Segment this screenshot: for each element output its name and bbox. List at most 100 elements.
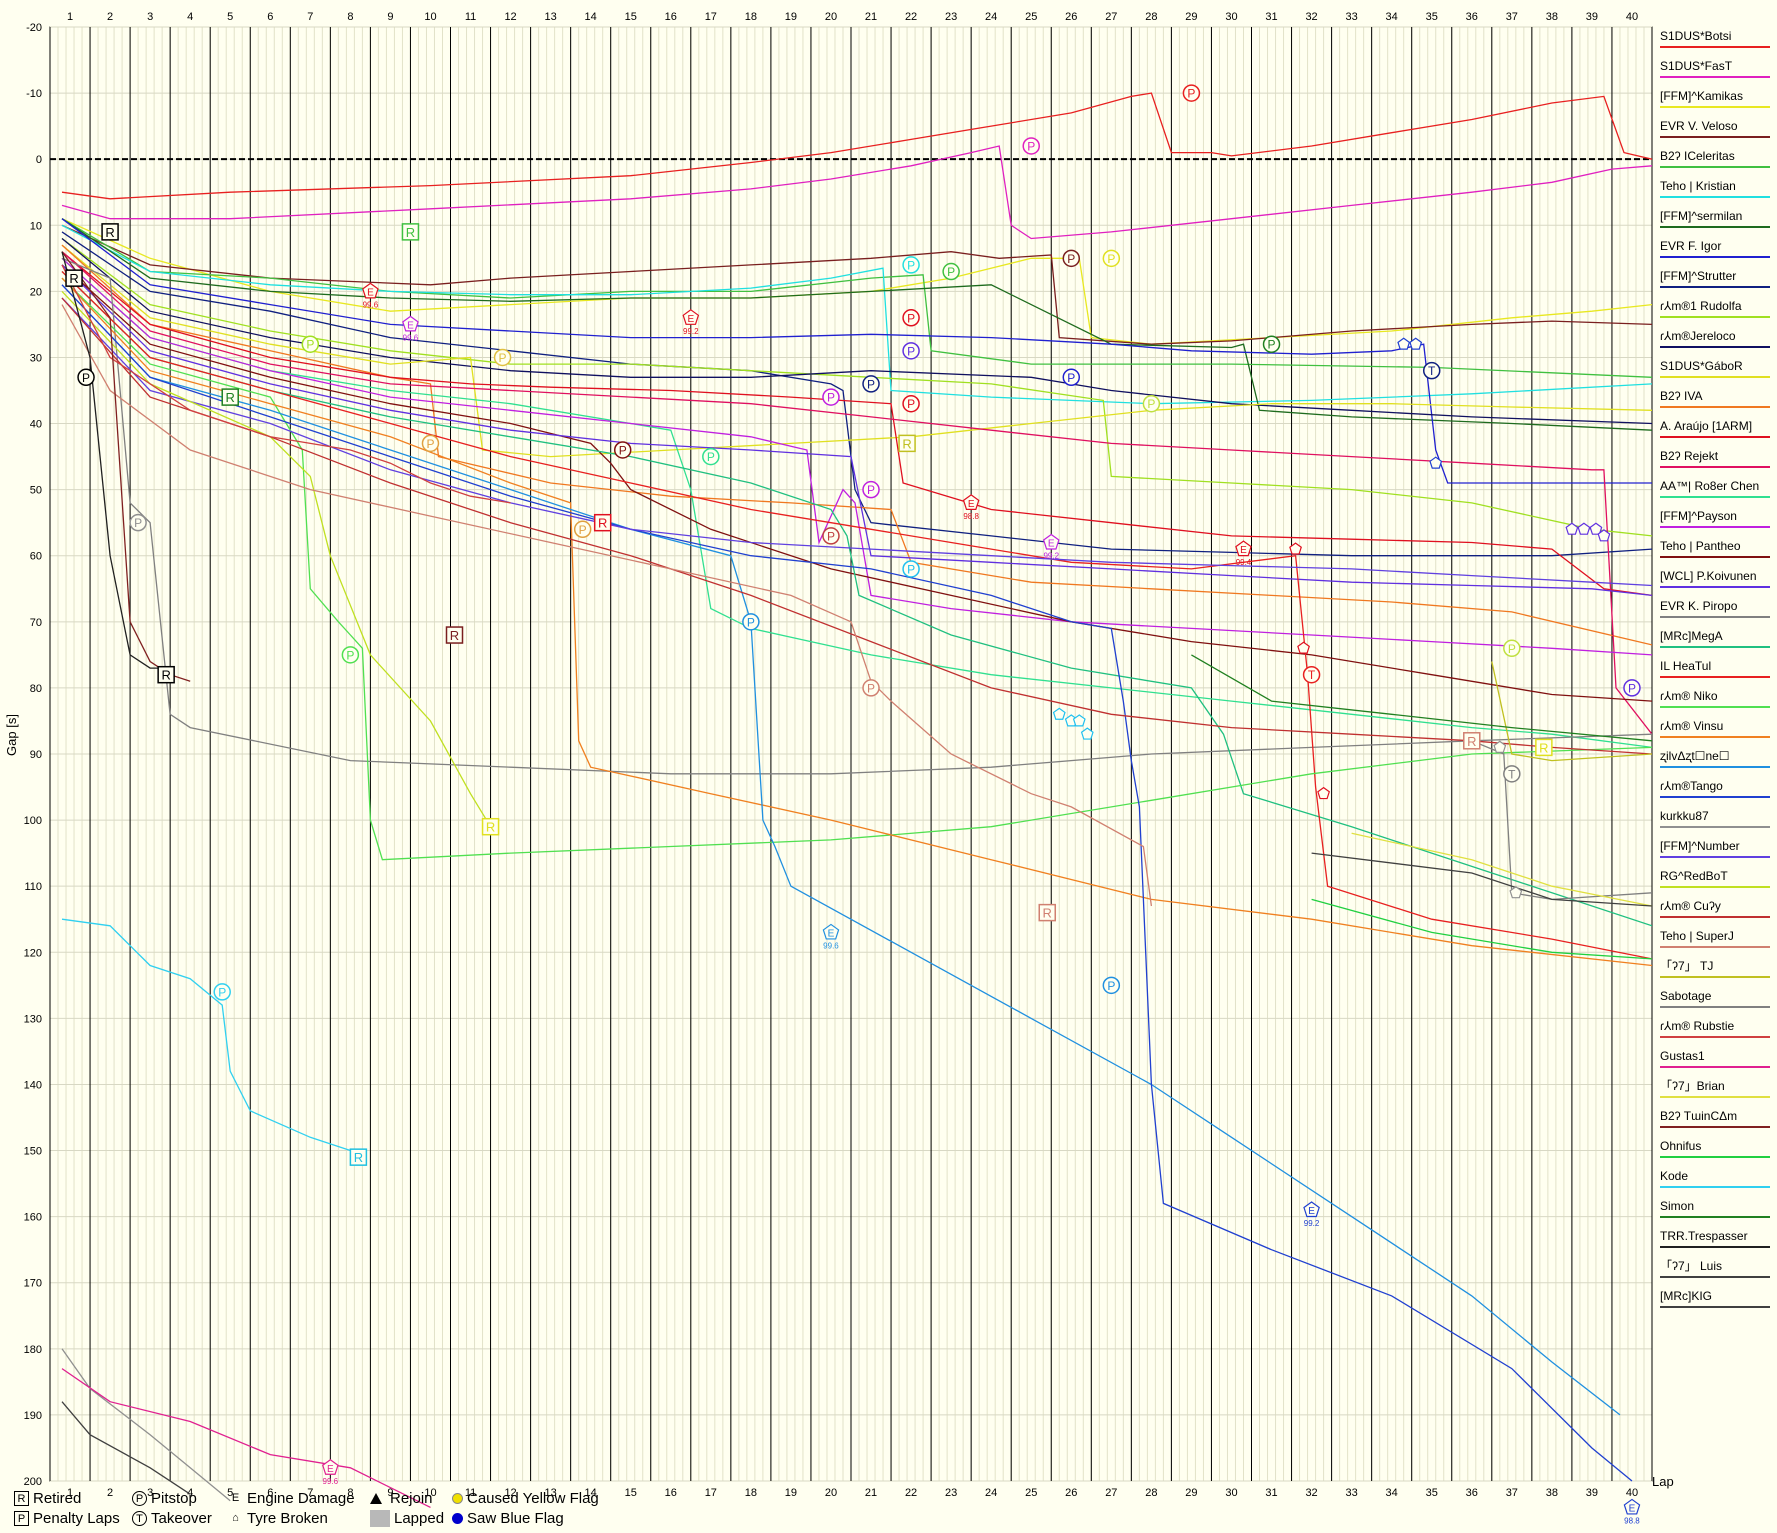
series-line xyxy=(61,257,1652,656)
engine-pentagon xyxy=(682,309,700,325)
legend-label: Kode xyxy=(1660,1169,1688,1183)
tyre-pentagon xyxy=(1577,522,1591,535)
pitstop-marker: P xyxy=(902,256,920,274)
x-tick-label-top: 26 xyxy=(1065,11,1077,23)
pitstop-circle xyxy=(1062,249,1081,268)
legend-symbol-icon: P xyxy=(132,1491,147,1506)
pitstop-marker: P xyxy=(822,527,840,545)
legend-label: 「ʔ7」 TJ xyxy=(1660,959,1713,973)
x-tick-label: 36 xyxy=(1466,1487,1478,1499)
x-tick-label-top: 20 xyxy=(825,11,837,23)
legend-label: [FFM]^Number xyxy=(1660,839,1740,853)
engine-pct: 99.2 xyxy=(1043,552,1059,561)
engine-pentagon xyxy=(822,923,840,940)
pitstop-circle xyxy=(742,613,760,631)
series-line xyxy=(61,271,1652,927)
symbol-legend-item: P Pitstop xyxy=(132,1490,197,1507)
series-line xyxy=(1191,654,1652,742)
pitstop-letter: P xyxy=(426,437,434,451)
takeover-letter: T xyxy=(1508,767,1516,781)
engine-marker: E 98.8 xyxy=(962,494,979,521)
legend-symbol-icon: T xyxy=(132,1511,147,1526)
retired-marker: R xyxy=(101,223,119,241)
legend-label: EVR F. Igor xyxy=(1660,239,1721,253)
tyre-marker xyxy=(1052,707,1066,720)
y-tick-label: 180 xyxy=(24,1344,42,1356)
retired-marker: R xyxy=(157,665,175,684)
y-tick-label: 90 xyxy=(30,749,42,761)
legend-label: 「ʔ7」Brian xyxy=(1660,1079,1725,1093)
x-tick-label: 9 xyxy=(387,1487,393,1499)
tyre-marker xyxy=(1589,522,1603,535)
pitstop-circle xyxy=(77,368,95,387)
pitstop-circle xyxy=(1102,249,1121,268)
retired-marker: R xyxy=(445,626,464,644)
pitstop-circle xyxy=(493,348,512,367)
x-tick-label-top: 29 xyxy=(1185,11,1197,23)
pitstop-marker: P xyxy=(77,368,95,387)
tyre-pentagon xyxy=(1409,337,1423,350)
pitstop-letter: P xyxy=(1187,87,1195,101)
series-line xyxy=(61,251,1652,735)
retired-letter: R xyxy=(486,820,495,835)
series-line xyxy=(61,218,1652,345)
x-tick-label-top: 21 xyxy=(865,11,877,23)
series-line xyxy=(61,264,1652,597)
legend-label: IL HeaTul xyxy=(1660,659,1711,673)
x-tick-label-top: 4 xyxy=(187,11,193,23)
pitstop-letter: P xyxy=(867,377,875,391)
legend-label: [FFM]^Kamikas xyxy=(1660,89,1743,103)
engine-pct: 99.6 xyxy=(363,300,379,309)
x-tick-label: 29 xyxy=(1185,1487,1197,1499)
legend-symbol-label: Lapped xyxy=(394,1510,445,1527)
legend-label: Sabotage xyxy=(1660,989,1712,1003)
takeover-marker: T xyxy=(1503,765,1521,783)
pitstop-circle xyxy=(1503,639,1521,658)
pitstop-letter: P xyxy=(499,351,507,365)
pitstop-marker: P xyxy=(573,520,592,539)
x-tick-label-top: 23 xyxy=(945,11,957,23)
engine-letter: E xyxy=(1308,1206,1315,1217)
y-tick-label: 10 xyxy=(30,220,42,232)
pitstop-marker: P xyxy=(613,441,632,459)
x-tick-label: 38 xyxy=(1546,1487,1558,1499)
symbol-legend-item: P Penalty Laps xyxy=(14,1510,120,1527)
y-tick-label: 160 xyxy=(24,1212,42,1224)
x-tick-label: 24 xyxy=(985,1487,997,1499)
x-tick-label: 4 xyxy=(187,1487,193,1499)
x-tick-label: 28 xyxy=(1145,1487,1157,1499)
pitstop-marker: P xyxy=(862,480,880,499)
legend-symbol-icon xyxy=(370,1510,390,1527)
x-tick-label: 19 xyxy=(785,1487,797,1499)
retired-box xyxy=(1463,732,1481,750)
tyre-marker xyxy=(1289,542,1302,555)
series-line xyxy=(61,218,1652,431)
legend-label: kurkku87 xyxy=(1660,809,1709,823)
legend-label: ɾ⅄m® Cuʔy xyxy=(1660,899,1721,913)
legend-label: [MRc]KIG xyxy=(1660,1289,1712,1303)
retired-marker: R xyxy=(898,434,916,453)
pitstop-marker: P xyxy=(902,394,920,413)
legend-symbol-label: Pitstop xyxy=(151,1490,197,1507)
legend-symbol-label: Tyre Broken xyxy=(247,1510,328,1527)
legend-label: ɾ⅄m® Rubstie xyxy=(1660,1019,1735,1033)
series-line xyxy=(61,1401,191,1495)
tyre-marker xyxy=(1409,337,1423,350)
pitstop-letter: P xyxy=(1107,252,1115,266)
x-tick-label-top: 22 xyxy=(905,11,917,23)
legend-label: [FFM]^Payson xyxy=(1660,509,1737,523)
series-line xyxy=(61,271,1652,960)
engine-marker: E 99.2 xyxy=(1042,533,1060,561)
pitstop-circle xyxy=(1142,394,1161,413)
takeover-marker: T xyxy=(1302,665,1321,684)
legend-symbol-icon: ⌂ xyxy=(232,1512,239,1524)
series-line xyxy=(61,218,1652,484)
pitstop-circle xyxy=(1102,976,1121,995)
x-tick-label-top: 36 xyxy=(1466,11,1478,23)
engine-pentagon xyxy=(402,315,419,332)
x-tick-label: 31 xyxy=(1265,1487,1277,1499)
legend-label: AA™| Ro8er Chen xyxy=(1660,479,1759,493)
y-tick-label: 140 xyxy=(24,1079,42,1091)
retired-letter: R xyxy=(105,225,114,240)
pitstop-marker: P xyxy=(862,375,880,393)
